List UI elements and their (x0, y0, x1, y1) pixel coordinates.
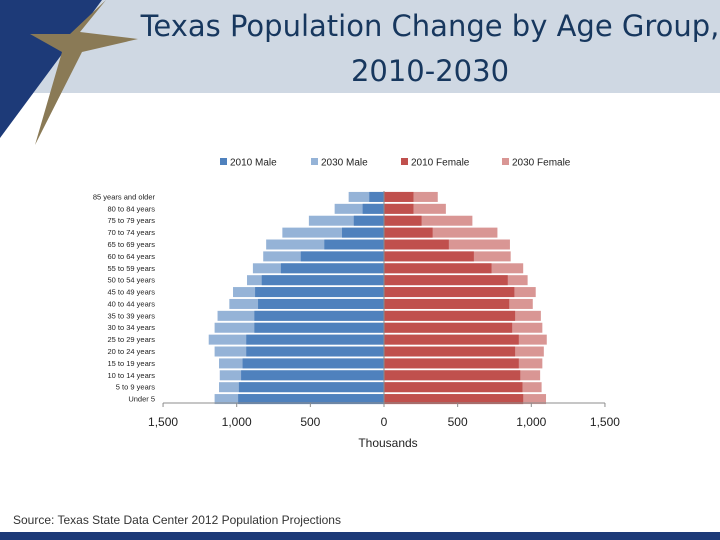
bar-2010-female (384, 191, 414, 202)
legend-label-2030-male: 2030 Male (321, 158, 368, 169)
legend: 2010 Male 2030 Male 2010 Female 2030 Female (220, 158, 571, 169)
star-icon (30, 0, 138, 145)
bar-2010-male (300, 251, 384, 262)
source-note: Source: Texas State Data Center 2012 Pop… (13, 513, 341, 527)
age-group-label: Under 5 (128, 395, 155, 404)
bar-2010-female (384, 203, 414, 214)
bar-2010-female (384, 215, 422, 226)
legend-swatch-2030-female (502, 158, 509, 165)
age-group-label: 75 to 79 years (107, 216, 155, 225)
bar-2010-male (246, 334, 384, 345)
bar-2030-male (334, 203, 384, 214)
bar-2010-male (261, 275, 384, 286)
bar-2010-female (384, 322, 513, 333)
bar-2030-female (384, 227, 498, 238)
bar-2010-male (241, 370, 384, 381)
bar-2030-male (282, 227, 384, 238)
x-tick-label: 0 (381, 415, 388, 429)
bar-2030-male (348, 191, 384, 202)
bar-2010-female (384, 358, 519, 369)
age-group-label: 25 to 29 years (107, 335, 155, 344)
age-group-label: 80 to 84 years (107, 204, 155, 213)
legend-label-2010-female: 2010 Female (411, 158, 470, 169)
bar-2010-male (242, 358, 384, 369)
age-group-label: 15 to 19 years (107, 359, 155, 368)
legend-swatch-2010-male (220, 158, 227, 165)
age-group-label: 65 to 69 years (107, 240, 155, 249)
age-group-label: 45 to 49 years (107, 288, 155, 297)
footer-bar (0, 532, 720, 540)
bar-2010-male (362, 203, 384, 214)
x-tick-label: 1,500 (148, 415, 178, 429)
age-group-labels: Under 5 5 to 9 years 10 to 14 years 15 to 1… (93, 192, 156, 403)
x-axis-label: Thousands (358, 436, 417, 450)
bar-2030-male (308, 215, 384, 226)
age-group-label: 70 to 74 years (107, 228, 155, 237)
bar-2010-male (254, 322, 384, 333)
bar-2030-female (384, 203, 446, 214)
bar-2010-female (384, 394, 524, 405)
x-tick-label: 1,500 (590, 415, 620, 429)
legend-label-2010-male: 2010 Male (230, 158, 277, 169)
bar-2010-male (246, 346, 384, 357)
bar-2010-female (384, 298, 510, 309)
age-group-label: 50 to 54 years (107, 276, 155, 285)
slide-title: Texas Population Change by Age Group, 20… (140, 9, 720, 88)
bar-2010-male (280, 263, 384, 274)
bar-2010-female (384, 239, 449, 250)
bar-2010-male (369, 191, 384, 202)
bar-2010-female (384, 275, 508, 286)
bar-2010-male (255, 287, 384, 298)
legend-swatch-2010-female (401, 158, 408, 165)
bar-2010-male (258, 298, 384, 309)
bar-2010-female (384, 251, 474, 262)
bar-2010-female (384, 287, 515, 298)
bar-2010-male (238, 394, 384, 405)
bar-2010-female (384, 382, 523, 393)
bar-2010-female (384, 227, 433, 238)
age-group-label: 30 to 34 years (107, 323, 155, 332)
x-tick-label: 1,000 (516, 415, 546, 429)
bar-2010-female (384, 263, 492, 274)
bar-2010-female (384, 334, 519, 345)
age-group-label: 55 to 59 years (107, 264, 155, 273)
bar-2010-male (342, 227, 384, 238)
age-group-label: 40 to 44 years (107, 299, 155, 308)
age-group-label: 85 years and older (93, 192, 156, 201)
legend-label-2030-female: 2030 Female (512, 158, 571, 169)
legend-swatch-2030-male (311, 158, 318, 165)
bars (208, 191, 547, 405)
age-group-label: 5 to 9 years (116, 383, 155, 392)
age-group-label: 35 to 39 years (107, 311, 155, 320)
x-axis-ticks: 1,500 1,000 500 0 500 1,000 1,500 (148, 403, 620, 429)
bar-2030-female (384, 215, 473, 226)
age-group-label: 60 to 64 years (107, 252, 155, 261)
bar-2010-female (384, 370, 521, 381)
bar-2010-female (384, 346, 516, 357)
age-group-label: 10 to 14 years (107, 371, 155, 380)
bar-2010-female (384, 310, 516, 321)
header-band (0, 0, 720, 93)
age-group-label: 20 to 24 years (107, 347, 155, 356)
bar-2010-male (238, 382, 384, 393)
bar-2010-male (353, 215, 384, 226)
x-tick-label: 1,000 (222, 415, 252, 429)
bar-2010-male (254, 310, 384, 321)
x-tick-label: 500 (448, 415, 468, 429)
x-tick-label: 500 (300, 415, 320, 429)
bar-2010-male (324, 239, 384, 250)
